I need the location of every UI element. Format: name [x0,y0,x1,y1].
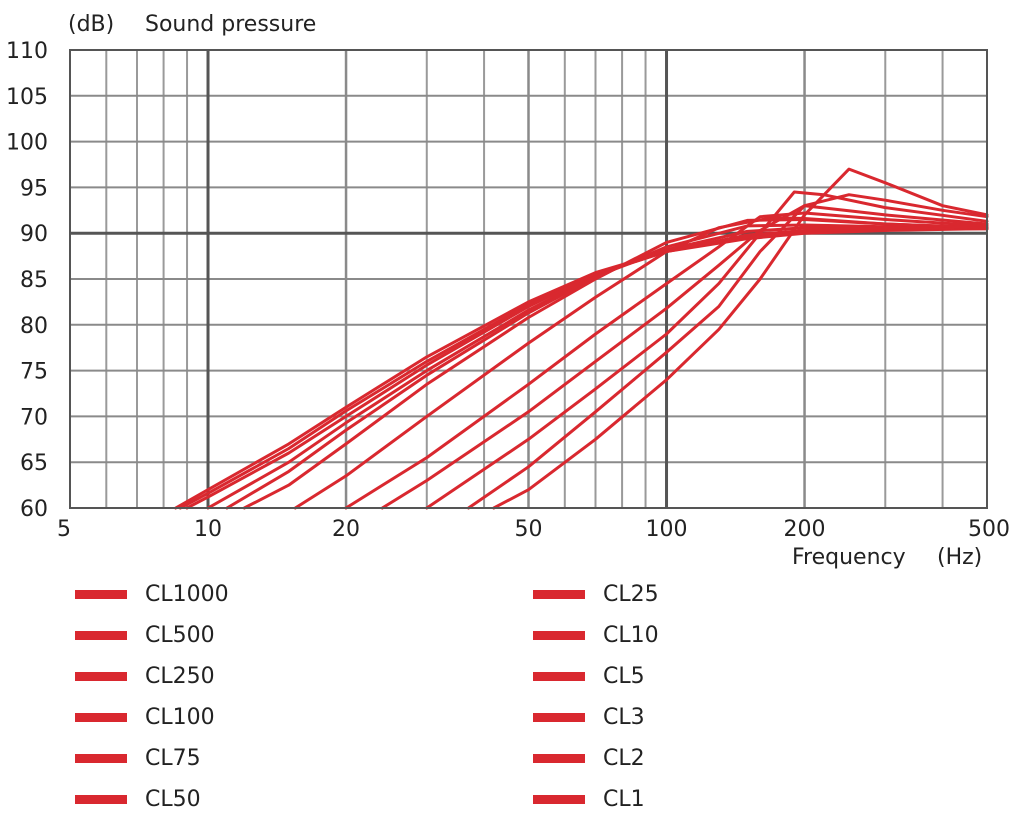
legend-swatch [533,753,585,763]
legend: CL1000 CL500 CL250 CL100 CL75 CL50 CL25 CL10 CL5… [0,572,1023,812]
legend-item: CL250 [75,656,215,696]
y-axis-title: Sound pressure [145,12,316,37]
legend-item: CL500 [75,615,215,655]
y-axis-ticks: 60 65 70 75 80 85 90 95 100 105 110 [6,39,48,522]
series-line-cl2 [467,193,989,510]
x-tick-label: 10 [194,517,222,542]
legend-swatch [533,712,585,722]
y-tick-label: 85 [20,268,48,293]
series-line-cl10 [344,211,989,510]
series-line-cl5 [380,204,989,510]
y-tick-label: 90 [20,222,48,247]
legend-label: CL3 [603,704,645,730]
legend-swatch [75,630,127,640]
x-tick-label: 200 [784,517,826,542]
legend-swatch [533,671,585,681]
y-tick-label: 75 [20,360,48,385]
x-tick-label: 5 [57,517,71,542]
legend-swatch [75,589,127,599]
legend-label: CL5 [603,663,645,689]
legend-item: CL75 [75,738,201,778]
legend-item: CL3 [533,697,645,737]
x-axis-title: Frequency [792,545,906,570]
legend-swatch [533,630,585,640]
y-tick-label: 70 [20,405,48,430]
series-line-cl25 [293,216,989,510]
y-tick-label: 80 [20,314,48,339]
series-line-cl50 [242,218,989,510]
legend-label: CL25 [603,581,659,607]
legend-label: CL100 [145,704,215,730]
legend-swatch [75,671,127,681]
x-tick-label: 20 [332,517,360,542]
legend-label: CL10 [603,622,659,648]
x-tick-label: 500 [968,517,1010,542]
y-tick-label: 110 [6,39,48,64]
series-line-cl1 [492,167,989,510]
legend-item: CL50 [75,779,201,819]
legend-label: CL250 [145,663,215,689]
legend-item: CL25 [533,574,659,614]
series-line-cl75 [225,223,989,510]
x-axis-unit: (Hz) [937,545,982,570]
y-tick-label: 65 [20,451,48,476]
legend-swatch [533,589,585,599]
series-lines [174,167,989,510]
y-tick-label: 60 [20,497,48,522]
y-axis-unit: (dB) [68,12,114,37]
legend-label: CL1 [603,786,645,812]
plot-border [69,49,988,509]
legend-item: CL1 [533,779,645,819]
legend-item: CL100 [75,697,215,737]
x-axis-ticks: 5 10 20 50 100 200 500 [57,517,1010,542]
legend-item: CL5 [533,656,645,696]
legend-swatch [75,794,127,804]
x-tick-label: 100 [646,517,688,542]
legend-item: CL1000 [75,574,229,614]
series-line-cl250 [185,227,989,510]
legend-label: CL75 [145,745,201,771]
series-line-cl500 [178,227,989,510]
legend-label: CL1000 [145,581,229,607]
y-tick-label: 100 [6,131,48,156]
legend-label: CL2 [603,745,645,771]
legend-item: CL10 [533,615,659,655]
x-tick-label: 50 [515,517,543,542]
series-line-cl100 [206,226,989,510]
series-line-cl3 [425,190,989,510]
legend-swatch [75,712,127,722]
legend-swatch [533,794,585,804]
legend-label: CL50 [145,786,201,812]
legend-label: CL500 [145,622,215,648]
y-tick-label: 105 [6,85,48,110]
legend-item: CL2 [533,738,645,778]
y-tick-label: 95 [20,176,48,201]
legend-swatch [75,753,127,763]
